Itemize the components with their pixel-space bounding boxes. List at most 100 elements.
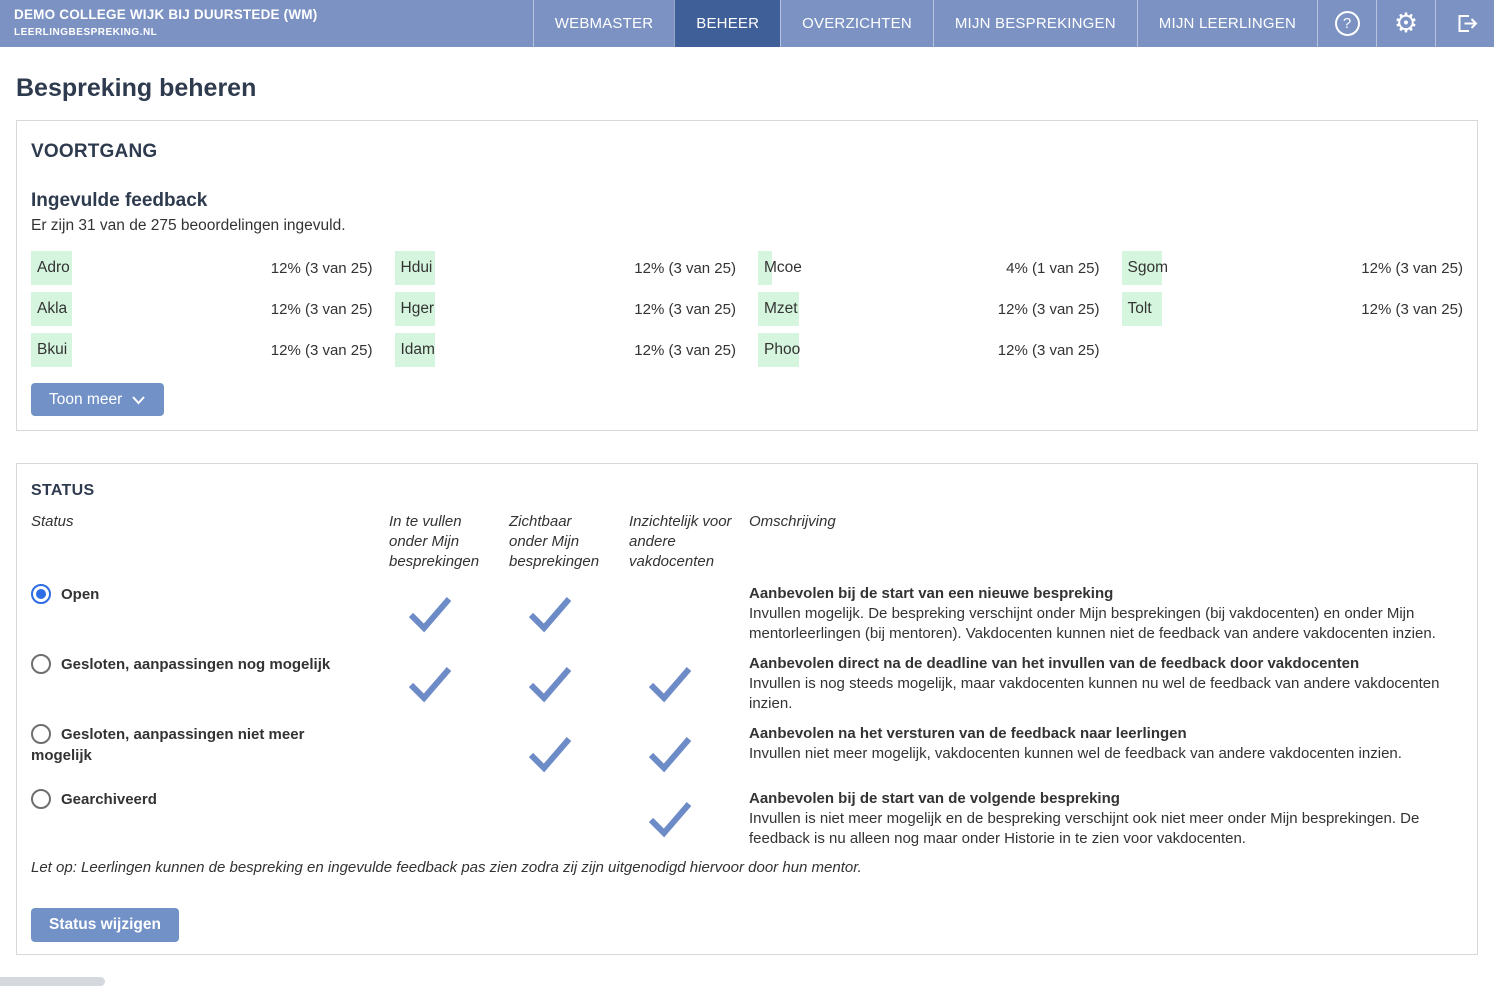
- status-wijzigen-button[interactable]: Status wijzigen: [31, 908, 179, 942]
- teacher-progress-cell: Phoo 12% (3 van 25): [758, 333, 1100, 367]
- toon-meer-label: Toon meer: [49, 390, 123, 408]
- logout-icon: [1458, 15, 1477, 32]
- status-desc-body: Invullen mogelijk. De bespreking verschi…: [749, 605, 1436, 642]
- check-icon: [528, 597, 572, 633]
- page-title: Bespreking beheren: [16, 74, 257, 102]
- teacher-progress-value: 12% (3 van 25): [270, 300, 373, 318]
- check-cell-in-te-vullen: [389, 724, 509, 779]
- feedback-summary: Er zijn 31 van de 275 beoordelingen inge…: [31, 217, 346, 234]
- settings-button[interactable]: ⚙: [1376, 0, 1435, 47]
- nav-item-mijn-besprekingen[interactable]: MIJN BESPREKINGEN: [932, 0, 1137, 47]
- status-option[interactable]: Open: [31, 584, 389, 644]
- status-description: Aanbevolen bij de start van een nieuwe b…: [749, 584, 1463, 644]
- teacher-code: Bkui: [37, 341, 68, 358]
- teacher-progress-cell: Idam 12% (3 van 25): [394, 333, 736, 367]
- teacher-progress-cell: Hger 12% (3 van 25): [394, 292, 736, 326]
- teacher-code: Tolt: [1127, 300, 1152, 317]
- teacher-code: Mzet: [764, 300, 798, 317]
- status-description: Aanbevolen direct na de deadline van het…: [749, 654, 1463, 714]
- teacher-code: Idam: [400, 341, 435, 358]
- teacher-progress-cell: Hdui 12% (3 van 25): [394, 251, 736, 285]
- status-desc-body: Invullen niet meer mogelijk, vakdocenten…: [749, 745, 1402, 762]
- teacher-progress-value: 12% (3 van 25): [634, 300, 736, 318]
- teacher-progress-fill: [31, 292, 72, 326]
- teacher-progress-value: 12% (3 van 25): [270, 341, 373, 359]
- voortgang-panel: VOORTGANG Ingevulde feedback Er zijn 31 …: [16, 120, 1478, 431]
- check-cell-inzichtelijk: [629, 654, 749, 714]
- teacher-progress-cell: Mzet 12% (3 van 25): [758, 292, 1100, 326]
- teacher-progress-fill: [394, 251, 436, 285]
- teacher-progress-cell: Akla 12% (3 van 25): [31, 292, 373, 326]
- status-note: Let op: Leerlingen kunnen de bespreking …: [31, 859, 862, 876]
- teacher-progress-fill: [31, 333, 72, 367]
- status-row: Gesloten, aanpassingen nog mogelijk Aanb…: [31, 654, 1463, 714]
- voortgang-heading: VOORTGANG: [31, 141, 158, 162]
- teacher-progress-value: 12% (3 van 25): [1361, 300, 1463, 318]
- status-option-label: Gearchiveerd: [61, 791, 157, 808]
- status-description: Aanbevolen bij de start van de volgende …: [749, 789, 1463, 849]
- status-option-label: Open: [61, 586, 100, 603]
- chevron-down-icon: [132, 395, 145, 404]
- check-cell-zichtbaar: [509, 724, 629, 779]
- teacher-progress-fill: [758, 251, 772, 285]
- check-cell-inzichtelijk: [629, 724, 749, 779]
- teacher-progress-value: 12% (3 van 25): [634, 341, 736, 359]
- nav-item-mijn-leerlingen[interactable]: MIJN LEERLINGEN: [1136, 0, 1317, 47]
- status-option[interactable]: Gesloten, aanpassingen niet meer mogelij…: [31, 724, 389, 779]
- status-desc-body: Invullen is nog steeds mogelijk, maar va…: [749, 675, 1440, 712]
- teacher-progress-cell: Adro 12% (3 van 25): [31, 251, 373, 285]
- toon-meer-button[interactable]: Toon meer: [31, 383, 165, 416]
- status-desc-title: Aanbevolen direct na de deadline van het…: [749, 655, 1360, 672]
- status-option[interactable]: Gesloten, aanpassingen nog mogelijk: [31, 654, 389, 714]
- status-row: Gearchiveerd Aanbevolen bij de start van…: [31, 789, 1463, 849]
- teacher-progress-cell: Tolt 12% (3 van 25): [1121, 292, 1463, 326]
- status-description: Aanbevolen na het versturen van de feedb…: [749, 724, 1463, 779]
- check-cell-in-te-vullen: [389, 584, 509, 644]
- nav-item-overzichten[interactable]: OVERZICHTEN: [780, 0, 933, 47]
- status-radio[interactable]: [31, 789, 51, 809]
- brand-name: LEERLINGBESPREKING.NL: [14, 27, 158, 38]
- help-button[interactable]: ?: [1317, 0, 1376, 47]
- column-header-inzichtelijk: Inzichtelijk voor andere vakdocenten: [629, 513, 732, 570]
- check-icon: [648, 667, 692, 703]
- nav-item-webmaster[interactable]: WEBMASTER: [532, 0, 674, 47]
- column-header-status: Status: [31, 513, 74, 530]
- teacher-code: Hger: [400, 300, 435, 317]
- page-content: Bespreking beheren VOORTGANG Ingevulde f…: [0, 74, 1494, 955]
- nav-item-beheer[interactable]: BEHEER: [674, 0, 781, 47]
- check-icon: [408, 667, 452, 703]
- teacher-progress-fill: [1121, 292, 1163, 326]
- teacher-progress-value: 12% (3 van 25): [634, 259, 736, 277]
- column-header-in-te-vullen: In te vullen onder Mijn besprekingen: [389, 513, 480, 570]
- status-option[interactable]: Gearchiveerd: [31, 789, 389, 849]
- teacher-progress-value: 12% (3 van 25): [997, 300, 1100, 318]
- status-radio[interactable]: [31, 724, 51, 744]
- check-icon: [528, 737, 572, 773]
- teacher-code: Akla: [37, 300, 68, 317]
- top-bar: DEMO COLLEGE WIJK BIJ DUURSTEDE (WM) LEE…: [0, 0, 1494, 47]
- horizontal-scrollbar-thumb[interactable]: [0, 977, 105, 986]
- column-header-zichtbaar: Zichtbaar onder Mijn besprekingen: [509, 513, 600, 570]
- teacher-progress-fill: [758, 292, 799, 326]
- teacher-grid: Adro 12% (3 van 25) Akla 12% (3 van 25) …: [31, 251, 1463, 367]
- status-desc-title: Aanbevolen bij de start van de volgende …: [749, 790, 1120, 807]
- teacher-code: Adro: [37, 259, 70, 276]
- check-icon: [648, 802, 692, 838]
- teacher-progress-value: 4% (1 van 25): [1006, 259, 1100, 277]
- header-icon-group: ? ⚙: [1317, 0, 1494, 47]
- teacher-progress-value: 12% (3 van 25): [270, 259, 373, 277]
- teacher-progress-value: 12% (3 van 25): [997, 341, 1100, 359]
- teacher-progress-fill: [31, 251, 72, 285]
- check-cell-in-te-vullen: [389, 789, 509, 849]
- check-cell-in-te-vullen: [389, 654, 509, 714]
- status-panel: STATUS Status In te vullen onder Mijn be…: [16, 463, 1478, 955]
- status-radio[interactable]: [31, 654, 51, 674]
- status-rows: Open Aanbevolen bij de start van een nie…: [31, 584, 1463, 849]
- gear-icon: ⚙: [1393, 8, 1419, 39]
- logout-button[interactable]: [1435, 0, 1494, 47]
- ingevulde-feedback-heading: Ingevulde feedback: [31, 190, 208, 211]
- organization-name: DEMO COLLEGE WIJK BIJ DUURSTEDE (WM): [14, 7, 318, 22]
- check-icon: [648, 737, 692, 773]
- teacher-progress-fill: [1121, 251, 1163, 285]
- status-radio[interactable]: [31, 584, 51, 604]
